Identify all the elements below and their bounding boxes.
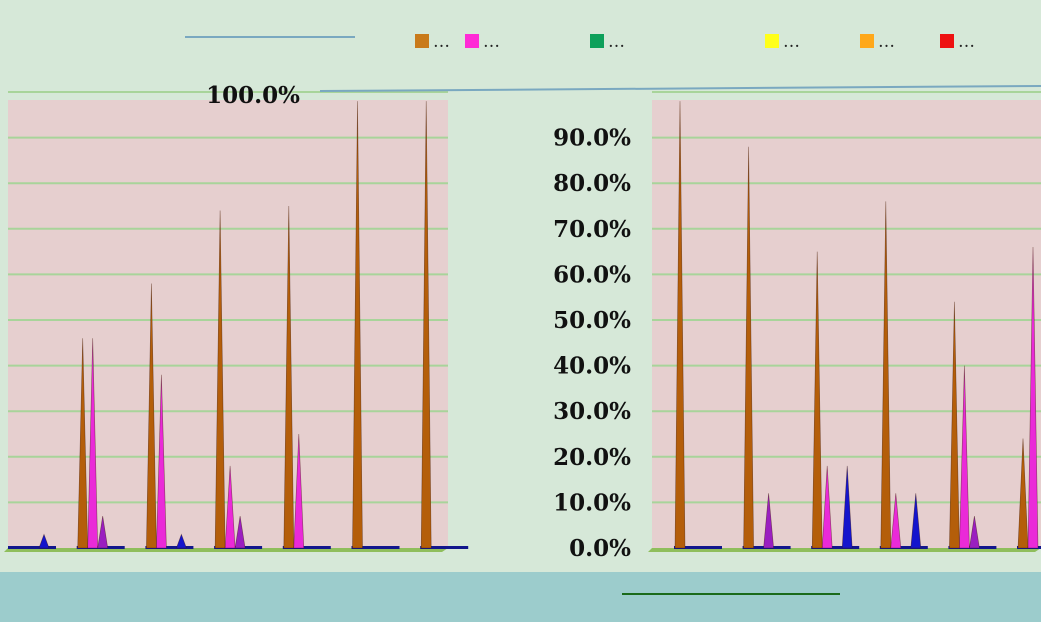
plot-panel-left (4, 91, 469, 552)
legend-label: … (783, 32, 800, 52)
bar (743, 146, 754, 549)
bar-baseline (879, 546, 928, 549)
bar (38, 533, 50, 549)
y-tick-label: 60.0% (553, 261, 631, 288)
category-band (0, 572, 1041, 622)
legend: … … … … … … (415, 32, 975, 52)
y-tick-label: 100.0% (206, 82, 300, 109)
legend-label: … (958, 32, 975, 52)
y-tick-label: 10.0% (553, 489, 631, 516)
y-tick-label: 40.0% (553, 353, 631, 380)
bar (910, 493, 922, 549)
bar (674, 101, 686, 549)
top-edge-line (319, 85, 1041, 92)
y-tick-label: 0.0% (569, 535, 631, 562)
bar (969, 516, 980, 549)
bar (841, 465, 853, 549)
bar (763, 493, 774, 549)
bar (811, 251, 823, 549)
y-tick-label: 90.0% (553, 125, 631, 152)
bar (224, 465, 236, 549)
bar-baseline (282, 546, 331, 549)
bar-baseline (420, 546, 469, 549)
bar (214, 210, 226, 549)
bar-baseline (674, 546, 722, 549)
bar (146, 283, 157, 549)
bar-baseline (145, 546, 194, 549)
legend-swatch (415, 34, 429, 48)
legend-label: … (433, 32, 450, 52)
legend-swatch (465, 34, 479, 48)
bar-baseline (351, 546, 400, 549)
legend-swatch (590, 34, 604, 48)
bar (1027, 247, 1039, 549)
plot-area (8, 100, 448, 548)
bar (949, 301, 960, 549)
bar-baseline (811, 546, 860, 549)
y-tick-label: 70.0% (553, 216, 631, 243)
bar (890, 493, 902, 549)
bar-baseline (8, 546, 56, 549)
legend-label: … (878, 32, 895, 52)
y-tick-label: 50.0% (553, 307, 631, 334)
bar (1017, 438, 1029, 549)
bar (77, 338, 89, 549)
legend-swatch (860, 34, 874, 48)
legend-swatch (940, 34, 954, 48)
y-tick-label: 80.0% (553, 170, 631, 197)
bar (420, 101, 432, 549)
bar (87, 338, 99, 549)
y-axis: 0.0% 10.0% 20.0% 30.0% 40.0% 50.0% 60.0% 70.0% 8… (206, 82, 1041, 562)
bar (959, 365, 970, 549)
bar (234, 516, 246, 549)
y-tick-label: 30.0% (553, 398, 631, 425)
bar (352, 101, 363, 549)
bar (156, 374, 167, 549)
bar (880, 201, 892, 549)
y-tick-label: 20.0% (553, 444, 631, 471)
bar (821, 465, 833, 549)
bar (283, 205, 295, 549)
legend-label: … (483, 32, 500, 52)
legend-label: … (608, 32, 625, 52)
bar (293, 433, 305, 549)
bar (175, 533, 187, 549)
bar (97, 516, 109, 549)
legend-swatch (765, 34, 779, 48)
plot-panel-right (648, 91, 1041, 552)
